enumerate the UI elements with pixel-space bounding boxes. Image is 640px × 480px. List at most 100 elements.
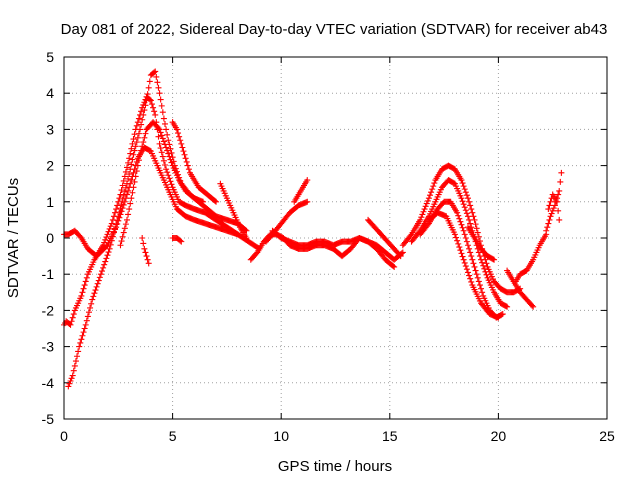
- data-point: [151, 69, 158, 76]
- data-point: [503, 303, 510, 310]
- data-point: [103, 255, 110, 262]
- data-point: [121, 225, 128, 232]
- data-point: [460, 183, 467, 190]
- data-point: [146, 78, 153, 85]
- data-point: [119, 233, 126, 240]
- data-point: [461, 231, 468, 238]
- data-point: [78, 292, 85, 299]
- data-point: [67, 377, 74, 384]
- data-point: [457, 218, 464, 225]
- data-point: [460, 256, 467, 263]
- data-point: [156, 90, 163, 97]
- data-point: [114, 220, 121, 227]
- data-point: [529, 302, 536, 309]
- data-point: [467, 202, 474, 209]
- data-point: [146, 96, 153, 103]
- data-point: [144, 256, 151, 263]
- data-point: [157, 145, 164, 152]
- data-point: [471, 263, 478, 270]
- data-point: [140, 111, 147, 118]
- series-track-12: [291, 177, 311, 205]
- data-point: [185, 166, 192, 173]
- data-point: [77, 233, 84, 240]
- data-point: [137, 151, 144, 158]
- data-point: [450, 180, 457, 187]
- data-point: [180, 148, 187, 155]
- data-point: [121, 198, 128, 205]
- data-point: [481, 265, 488, 272]
- data-point: [69, 372, 76, 379]
- data-point: [148, 101, 155, 108]
- data-point: [417, 216, 424, 223]
- data-point: [422, 203, 429, 210]
- data-point: [176, 133, 183, 140]
- chart-title: Day 081 of 2022, Sidereal Day-to-day VTE…: [61, 21, 608, 38]
- data-point: [118, 208, 125, 215]
- data-point: [141, 134, 148, 141]
- data-point: [105, 249, 112, 256]
- y-tick-label: 0: [46, 230, 54, 246]
- data-point: [138, 108, 145, 115]
- data-point: [482, 268, 489, 275]
- data-point: [160, 115, 167, 122]
- data-point: [397, 253, 404, 260]
- data-point: [70, 367, 77, 374]
- data-point: [83, 317, 90, 324]
- data-point: [470, 260, 477, 267]
- data-point: [121, 173, 128, 180]
- data-point: [143, 97, 150, 104]
- data-point: [470, 213, 477, 220]
- data-point: [127, 180, 134, 187]
- data-point: [161, 141, 168, 148]
- data-point: [168, 149, 175, 156]
- data-point: [504, 303, 511, 310]
- data-point: [177, 237, 184, 244]
- data-point: [99, 268, 106, 275]
- data-point: [200, 198, 207, 205]
- data-point: [160, 157, 167, 164]
- series-track-10: [269, 227, 406, 263]
- data-point: [79, 289, 86, 296]
- data-point: [177, 137, 184, 144]
- y-tick-label: -3: [42, 339, 55, 355]
- data-point: [471, 216, 478, 223]
- data-point: [546, 202, 553, 209]
- y-tick-label: 4: [46, 85, 54, 101]
- data-point: [107, 223, 114, 230]
- data-point: [466, 198, 473, 205]
- y-tick-label: 2: [46, 158, 54, 174]
- data-point: [424, 197, 431, 204]
- data-point: [151, 108, 158, 115]
- data-point: [81, 325, 88, 332]
- data-point: [163, 126, 170, 133]
- data-point: [119, 182, 126, 189]
- data-point: [129, 156, 136, 163]
- data-point: [104, 231, 111, 238]
- data-point: [76, 343, 83, 350]
- data-point: [116, 214, 123, 221]
- data-point: [117, 191, 124, 198]
- data-point: [491, 256, 498, 263]
- data-point: [424, 221, 431, 228]
- data-point: [430, 183, 437, 190]
- series-track-17: [425, 209, 502, 321]
- data-point: [158, 132, 165, 139]
- data-point: [475, 278, 482, 285]
- data-point: [128, 161, 135, 168]
- data-point: [469, 256, 476, 263]
- data-point: [461, 259, 468, 266]
- data-point: [163, 166, 170, 173]
- data-point: [464, 242, 471, 249]
- data-point: [462, 189, 469, 196]
- data-point: [473, 271, 480, 278]
- data-point: [454, 209, 461, 216]
- data-point: [459, 253, 466, 260]
- data-point: [161, 120, 168, 127]
- data-point: [66, 380, 73, 387]
- data-point: [462, 263, 469, 270]
- data-point: [476, 282, 483, 289]
- data-point: [120, 201, 127, 208]
- y-tick-labels: -5 -4 -3 -2 -1 0 1 2 3 4 5: [42, 49, 55, 427]
- y-tick-label: 5: [46, 49, 54, 65]
